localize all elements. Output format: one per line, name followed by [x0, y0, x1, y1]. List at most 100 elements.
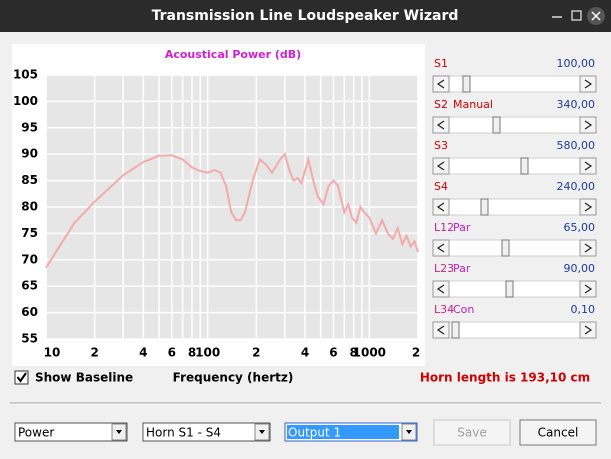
response-curve	[45, 152, 419, 269]
button[interactable]	[519, 419, 597, 446]
right-arrow	[584, 243, 593, 253]
y-tick-label: 95	[21, 120, 38, 134]
slider-right-button[interactable]	[579, 198, 597, 216]
y-tick-label: 85	[21, 173, 38, 187]
left-arrow	[436, 202, 445, 212]
slider-value: 65,00	[564, 221, 596, 234]
x-tick-label: 4	[139, 346, 147, 360]
left-arrow	[436, 161, 445, 171]
slider-label: L23	[434, 262, 454, 275]
right-arrow	[584, 284, 593, 294]
x-axis-label: Frequency (hertz)	[173, 371, 294, 385]
x-tick-label: 1000	[353, 346, 386, 360]
dropdown[interactable]	[14, 422, 128, 442]
title-bar	[0, 0, 611, 32]
right-arrow	[584, 79, 593, 89]
slider-label: L12	[434, 221, 454, 234]
slider-right-button[interactable]	[579, 239, 597, 257]
slider-mode: Par	[453, 262, 471, 275]
slider-thumb[interactable]	[501, 239, 510, 257]
slider-value: 240,00	[557, 180, 596, 193]
x-tick-label: 100	[195, 346, 220, 360]
slider-left-button[interactable]	[432, 321, 450, 339]
y-tick-label: 75	[21, 226, 38, 240]
y-tick-label: 60	[21, 305, 38, 319]
y-tick-label: 70	[21, 252, 38, 266]
slider-thumb[interactable]	[505, 280, 514, 298]
slider-track[interactable]	[432, 116, 597, 134]
close-button[interactable]	[587, 7, 605, 25]
slider-thumb[interactable]	[462, 75, 471, 93]
slider-value: 100,00	[557, 57, 596, 70]
y-tick-label: 55	[21, 332, 38, 346]
slider-label: S2	[434, 98, 448, 111]
slider-label: L34	[434, 303, 454, 316]
x-tick-label: 4	[301, 346, 309, 360]
slider-right-button[interactable]	[579, 321, 597, 339]
x-tick-label: 2	[412, 346, 420, 360]
maximize-button[interactable]	[571, 10, 582, 21]
right-arrow	[584, 161, 593, 171]
checkbox-label: Show Baseline	[35, 371, 133, 385]
dropdown-text: Power	[18, 426, 54, 440]
dropdown-arrow	[116, 430, 122, 434]
right-arrow	[584, 120, 593, 130]
y-tick-label: 90	[21, 147, 38, 161]
left-arrow	[436, 120, 445, 130]
chart-title: Acoustical Power (dB)	[165, 48, 301, 61]
right-arrow	[584, 325, 593, 335]
slider-track[interactable]	[432, 157, 597, 175]
slider-value: 580,00	[557, 139, 596, 152]
slider-track[interactable]	[432, 280, 597, 298]
slider-right-button[interactable]	[579, 75, 597, 93]
x-tick-label: 6	[329, 346, 337, 360]
slider-thumb[interactable]	[451, 321, 460, 339]
slider-value: 90,00	[564, 262, 596, 275]
dropdown[interactable]	[142, 422, 271, 442]
horn-length: Horn length is 193,10 cm	[420, 371, 590, 385]
slider-track[interactable]	[432, 75, 597, 93]
left-arrow	[436, 284, 445, 294]
slider-right-button[interactable]	[579, 116, 597, 134]
slider-left-button[interactable]	[432, 75, 450, 93]
dropdown-arrow	[259, 430, 265, 434]
slider-right-button[interactable]	[579, 157, 597, 175]
slider-left-button[interactable]	[432, 116, 450, 134]
checkmark	[16, 372, 27, 383]
slider-value: 0,10	[571, 303, 596, 316]
slider-left-button[interactable]	[432, 198, 450, 216]
x-tick-label: 10	[44, 346, 61, 360]
y-tick-label: 100	[13, 94, 38, 108]
left-arrow	[436, 325, 445, 335]
slider-thumb[interactable]	[492, 116, 501, 134]
button	[433, 419, 511, 446]
slider-thumb[interactable]	[520, 157, 529, 175]
slider-mode: Par	[453, 221, 471, 234]
slider-right-button[interactable]	[579, 280, 597, 298]
slider-label: S3	[434, 139, 448, 152]
slider-label: S1	[434, 57, 448, 70]
slider-left-button[interactable]	[432, 239, 450, 257]
slider-value: 340,00	[557, 98, 596, 111]
dropdown-text: Output 1	[288, 426, 341, 440]
y-tick-label: 105	[13, 68, 38, 82]
x-tick-label: 8	[349, 346, 357, 360]
slider-left-button[interactable]	[432, 280, 450, 298]
x-tick-label: 2	[90, 346, 98, 360]
slider-thumb[interactable]	[480, 198, 489, 216]
slider-label: S4	[434, 180, 448, 193]
slider-mode: Manual	[453, 98, 493, 111]
dropdown-text: Horn S1 - S4	[146, 426, 221, 440]
slider-track[interactable]	[432, 239, 597, 257]
dropdown-highlight	[287, 425, 399, 439]
y-tick-label: 80	[21, 200, 38, 214]
x-tick-label: 2	[252, 346, 260, 360]
slider-mode: Con	[453, 303, 474, 316]
x-tick-label: 8	[188, 346, 196, 360]
slider-left-button[interactable]	[432, 157, 450, 175]
button-text: Cancel	[538, 426, 579, 440]
window-title: Transmission Line Loudspeaker Wizard	[152, 8, 459, 24]
slider-track[interactable]	[432, 198, 597, 216]
